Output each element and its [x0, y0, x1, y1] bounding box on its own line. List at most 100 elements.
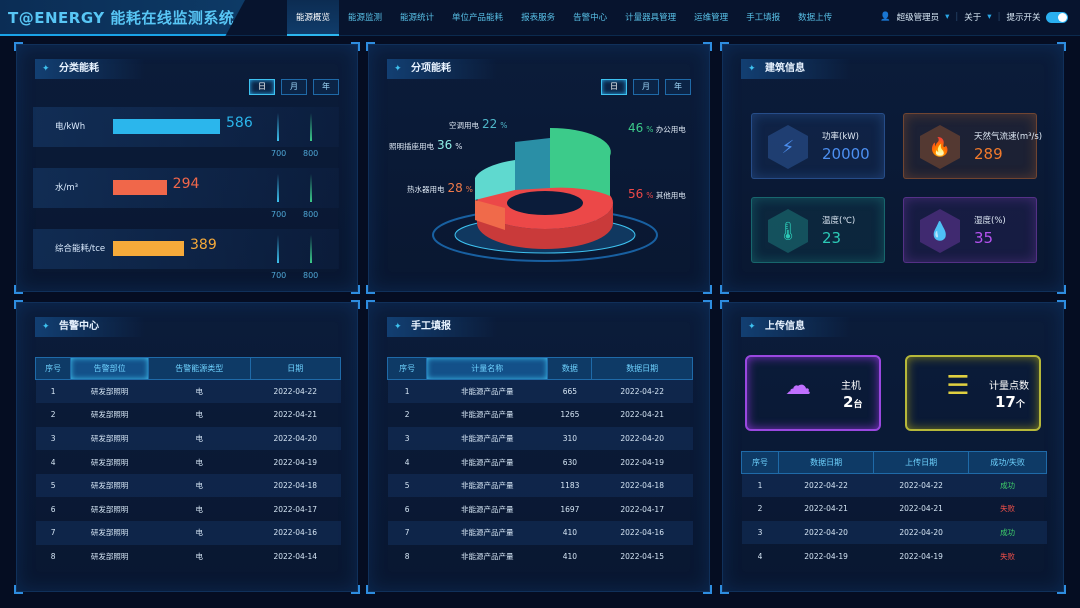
table-cell: 2022-04-19	[899, 551, 943, 561]
chevron-down-icon[interactable]: ▾	[945, 12, 950, 22]
nav-item-7[interactable]: 运维管理	[694, 13, 729, 23]
tick-label: 700	[271, 271, 287, 280]
tab-month[interactable]: 月	[633, 79, 659, 95]
thermometer-icon: 🌡	[768, 209, 808, 253]
column-header[interactable]: 数据	[547, 357, 593, 380]
table-cell: 3	[741, 520, 779, 545]
table-cell: 4	[404, 457, 410, 467]
table-row[interactable]: 6 非能源产品产量 1697 2022-04-17	[388, 497, 693, 521]
table-cell: 电	[148, 379, 251, 404]
table-row[interactable]: 3 研发部照明电 2022-04-20	[35, 426, 341, 451]
table-row[interactable]: 3 2022-04-20 2022-04-20 成功	[741, 520, 1047, 545]
table-cell: 630	[562, 457, 578, 467]
column-header[interactable]: 序号	[386, 357, 428, 380]
table-cell: 电	[195, 457, 204, 467]
energy-label: 电/kWh	[55, 122, 86, 132]
table-cell: 2022-04-21	[899, 504, 943, 514]
column-header[interactable]: 日期	[249, 357, 342, 380]
table-cell: 8	[50, 551, 56, 561]
table-row[interactable]: 7 非能源产品产量 410 2022-04-16	[387, 521, 693, 545]
column-header[interactable]: 成功/失败	[968, 451, 1047, 474]
table-cell: 665	[547, 379, 592, 404]
tab-day[interactable]: 日	[249, 79, 275, 95]
upload-table: 序号 数据日期 上传日期 成功/失败 1 2022-04-22 2022-04-22 成功 2 2…	[740, 451, 1047, 568]
tab-month[interactable]: 月	[281, 79, 307, 95]
table-row[interactable]: 7 研发部照明电 2022-04-16	[35, 521, 341, 545]
building-card: 🔥 天然气流速(m³/s) 289	[903, 113, 1042, 179]
table-cell: 7	[35, 521, 71, 545]
nav-item-4[interactable]: 报表服务	[521, 13, 556, 23]
nav-item-0[interactable]: 能源概览	[287, 0, 340, 36]
nav-item-6[interactable]: 计量器具管理	[625, 13, 677, 23]
chevron-down-icon[interactable]: ▾	[987, 12, 992, 22]
nav-item-5[interactable]: 告警中心	[573, 13, 608, 23]
hint-toggle[interactable]	[1046, 11, 1069, 23]
table-row[interactable]: 4 2022-04-19 2022-04-19 失败	[742, 544, 1047, 568]
slice-lighting	[475, 160, 515, 200]
tab-year[interactable]: 年	[665, 79, 691, 95]
column-header[interactable]: 数据日期	[591, 357, 693, 380]
table-row[interactable]: 8 研发部照明 电 2022-04-14	[36, 545, 341, 569]
column-header[interactable]: 序号	[34, 357, 72, 380]
tab-year[interactable]: 年	[313, 79, 339, 95]
slice-ac	[515, 138, 550, 190]
column-header[interactable]: 上传日期	[873, 451, 970, 474]
table-cell: 研发部照明	[70, 426, 149, 451]
column-header[interactable]: 序号	[740, 451, 780, 474]
table-row[interactable]: 8 非能源产品产量 410 2022-04-15	[388, 545, 693, 569]
table-cell: 2	[404, 410, 410, 420]
table-cell: 电	[195, 551, 204, 561]
nav-item-1[interactable]: 能源监测	[348, 13, 383, 23]
server-cloud-icon: ☁	[785, 371, 811, 401]
energy-row: 电/kWh 586 700 800	[33, 107, 339, 158]
table-row[interactable]: 1 非能源产品产量 665 2022-04-22	[387, 379, 693, 404]
table-cell: 电	[195, 410, 204, 420]
table-cell: 3	[387, 426, 427, 451]
table-row[interactable]: 5 非能源产品产量 1183 2022-04-18	[387, 473, 693, 498]
host-count-card: ☁ 主机 2台	[745, 355, 881, 431]
about-menu[interactable]: 关于	[964, 13, 982, 23]
table-cell: 2022-04-17	[620, 504, 664, 514]
user-area: 👤 超级管理员 ▾ | 关于 ▾ | 提示开关	[880, 11, 1069, 23]
table-row[interactable]: 4 非能源产品产量 630 2022-04-19	[388, 450, 693, 474]
table-cell: 1183	[547, 473, 592, 498]
table-row[interactable]: 5 研发部照明电 2022-04-18	[35, 473, 341, 498]
table-cell: 成功	[968, 473, 1047, 498]
tick-label: 800	[303, 149, 319, 158]
column-header[interactable]: 告警能源类型	[147, 357, 251, 380]
panel-title: 告警中心	[35, 317, 145, 337]
tick-label: 800	[303, 271, 319, 280]
table-row[interactable]: 1 研发部照明电 2022-04-22	[35, 379, 341, 404]
column-header[interactable]: 计量名称	[426, 357, 549, 380]
table-cell: 非能源产品产量	[426, 379, 548, 404]
table-cell: 5	[387, 473, 427, 498]
table-row[interactable]: 6 研发部照明 电 2022-04-17	[36, 497, 341, 521]
nav-item-3[interactable]: 单位产品能耗	[452, 13, 504, 23]
column-header[interactable]: 数据日期	[778, 451, 875, 474]
card-label: 湿度(%)	[974, 216, 1006, 226]
building-card: 💧 湿度(%) 35	[903, 197, 1037, 263]
table-row[interactable]: 4 研发部照明 电 2022-04-19	[36, 450, 341, 474]
card-value: 289	[974, 145, 1003, 163]
table-cell: 8	[404, 551, 410, 561]
table-cell: 1265	[560, 410, 580, 420]
table-cell: 2022-04-16	[250, 521, 341, 545]
table-row[interactable]: 2 2022-04-21 2022-04-21 失败	[742, 497, 1047, 521]
user-menu[interactable]: 超级管理员	[896, 13, 940, 23]
table-cell: 2022-04-22	[873, 473, 969, 498]
table-row[interactable]: 1 2022-04-22 2022-04-22 成功	[741, 473, 1047, 498]
table-row[interactable]: 3 非能源产品产量 310 2022-04-20	[387, 426, 693, 451]
nav-item-8[interactable]: 手工填报	[746, 13, 781, 23]
table-row[interactable]: 2 研发部照明 电 2022-04-21	[36, 403, 341, 427]
column-header[interactable]: 告警部位	[70, 357, 149, 380]
alarm-table: 序号 告警部位 告警能源类型 日期 1 研发部照明电 2022-04-22 2 研发部照明电 20…	[34, 357, 342, 569]
table-cell: 6	[50, 504, 56, 514]
flame-icon: 🔥	[920, 125, 960, 169]
tab-day[interactable]: 日	[601, 79, 627, 95]
panel-title: 建筑信息	[741, 59, 851, 79]
table-cell: 4	[757, 551, 763, 561]
table-row[interactable]: 2 非能源产品产量 1265 2022-04-21	[388, 403, 693, 427]
nav-item-9[interactable]: 数据上传	[798, 13, 833, 23]
nav-item-2[interactable]: 能源统计	[400, 13, 435, 23]
